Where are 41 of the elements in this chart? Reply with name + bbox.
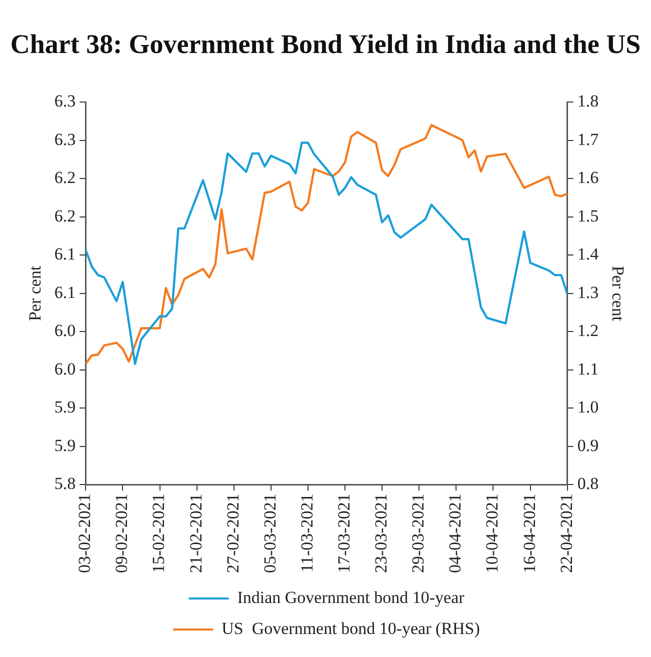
y2-tick-label: 1.2 [577,321,599,340]
y-tick-label: 6.3 [54,130,76,149]
y2-tick-label: 1.1 [577,359,599,378]
y2-tick-label: 0.9 [577,436,599,455]
x-tick-label: 03-02-2021 [75,494,94,574]
y2-axis-title: Per cent [608,266,628,322]
x-tick-label: 29-03-2021 [408,494,428,574]
y-tick-label: 6.1 [54,244,76,264]
y-axis-title: Per cent [26,266,45,322]
y2-tick-label: 1.0 [577,398,599,417]
y-tick-label: 5.9 [54,436,76,455]
y2-tick-label: 1.6 [577,168,599,188]
y2-tick-label: 1.3 [577,282,599,302]
legend-label: US Government bond 10-year (RHS) [222,618,480,638]
y-tick-label: 6.1 [54,282,76,302]
y-tick-label: 6.0 [54,321,76,340]
x-tick-label: 21-02-2021 [186,494,206,574]
y-tick-label: 5.8 [54,474,76,494]
chart-title: Chart 38: Government Bond Yield in India and the US [9,28,642,60]
x-tick-label: 10-04-2021 [482,494,502,574]
x-tick-label: 15-02-2021 [149,494,168,574]
x-tick-label: 23-03-2021 [372,494,391,574]
y-tick-label: 6.2 [54,206,76,226]
x-tick-label: 27-02-2021 [223,494,242,574]
x-tick-label: 09-02-2021 [112,494,132,574]
y2-tick-label: 1.7 [577,130,600,149]
y2-tick-label: 0.8 [577,474,599,494]
x-tick-label: 11-03-2021 [297,494,316,572]
y-tick-label: 6.2 [54,168,76,188]
y2-tick-label: 1.4 [577,244,600,264]
y2-tick-label: 1.5 [577,206,599,226]
x-tick-label: 05-03-2021 [260,494,280,574]
x-tick-label: 22-04-2021 [556,494,576,574]
y-tick-label: 6.3 [54,92,76,111]
y-tick-label: 5.9 [54,398,76,417]
x-tick-label: 17-03-2021 [334,494,354,574]
y2-tick-label: 1.8 [577,92,599,111]
y-tick-label: 6.0 [54,359,76,378]
legend-label: Indian Government bond 10-year [237,588,465,607]
x-tick-label: 16-04-2021 [520,494,539,574]
x-tick-label: 04-04-2021 [446,494,465,574]
